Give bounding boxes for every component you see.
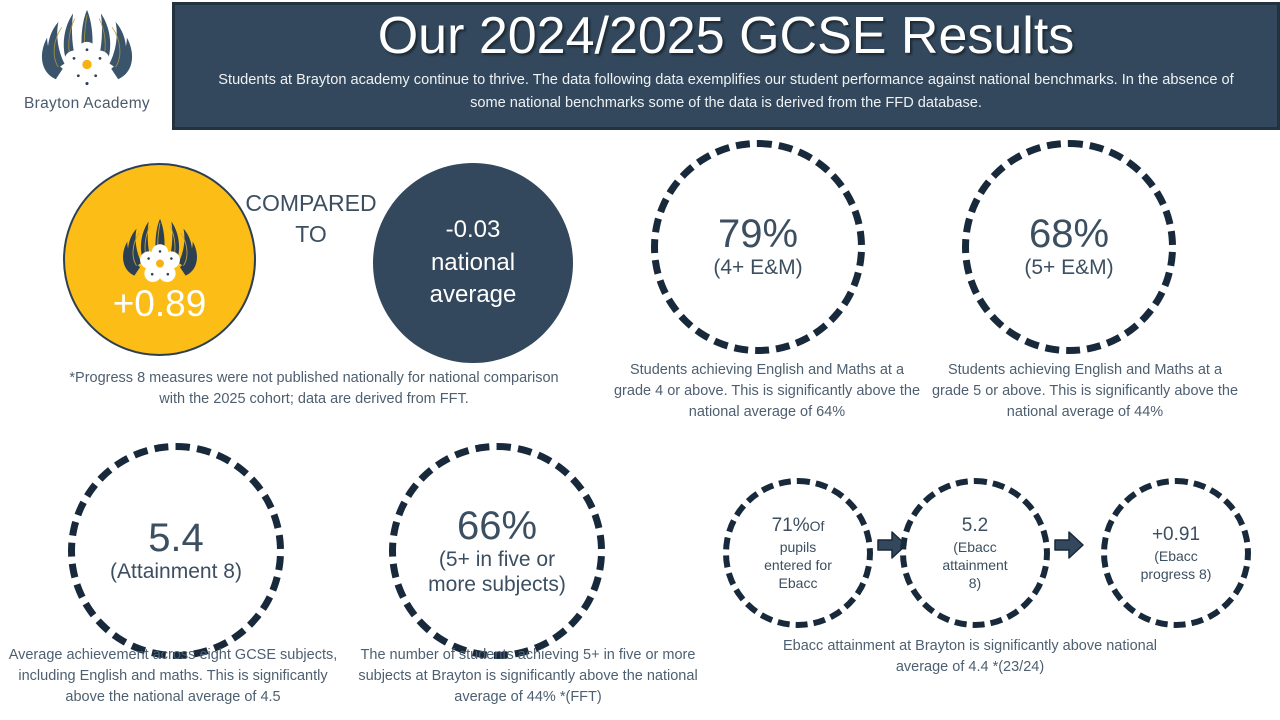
ebacc-attainment-line2: (Ebacc — [953, 538, 997, 555]
ebacc-attainment-value: 5.2 — [961, 514, 989, 536]
metric-caption-5plus-em: Students achieving English and Maths at … — [931, 362, 1239, 421]
metric-value: 5.4 — [148, 516, 204, 561]
metric-caption-five-or-more: The number of students achieving 5+ in f… — [358, 647, 698, 706]
ebacc-circle-attainment: 5.2 (Ebacc attainment 8) — [900, 478, 1050, 628]
metric-sublabel: (Attainment 8) — [110, 560, 242, 584]
progress8-national-circle: -0.03 national average — [373, 163, 573, 363]
ebacc-entry-value-suffix: Of — [809, 517, 825, 534]
metric-caption-4plus-em: Students achieving English and Maths at … — [613, 362, 921, 421]
metric-circle-five-or-more: 66% (5+ in five or more subjects) — [389, 443, 605, 659]
metric-value: 66% — [456, 503, 538, 548]
brayton-academy-logo: Brayton Academy — [4, 2, 170, 130]
academy-crest-icon-small — [122, 218, 197, 283]
ebacc-progress-line3: progress 8) — [1140, 565, 1212, 582]
metric-sublabel: (4+ E&M) — [713, 256, 803, 280]
progress8-school-circle: +0.89 — [63, 163, 256, 356]
ebacc-attainment-line3: attainment — [942, 556, 1008, 573]
metric-sublabel: (5+ E&M) — [1024, 256, 1114, 280]
ebacc-circle-progress: +0.91 (Ebacc progress 8) — [1101, 478, 1251, 628]
ebacc-caption: Ebacc attainment at Brayton is significa… — [783, 638, 1157, 676]
metric-circle-attainment8: 5.4 (Attainment 8) — [68, 443, 284, 659]
ebacc-entry-value-row: 71%Of — [772, 514, 825, 538]
ebacc-circle-entry: 71%Of pupils entered for Ebacc — [723, 478, 873, 628]
metric-sublabel-line1: (5+ in five or — [438, 547, 556, 571]
metric-circle-5plus-em: 68% (5+ E&M) — [962, 140, 1176, 354]
metric-circle-4plus-em: 79% (4+ E&M) — [651, 140, 865, 354]
national-label-line2: average — [429, 281, 517, 309]
header-banner: Our 2024/2025 GCSE Results Students at B… — [172, 2, 1280, 130]
ebacc-entry-value: 71% — [771, 514, 810, 536]
ebacc-progress-value: +0.91 — [1151, 523, 1201, 545]
progress8-school-value: +0.89 — [112, 283, 207, 324]
metric-value: 68% — [1028, 212, 1110, 257]
compared-to-label: COMPARED TO — [245, 190, 377, 248]
logo-wordmark: Brayton Academy — [24, 95, 150, 112]
page-title: Our 2024/2025 GCSE Results — [377, 7, 1075, 65]
metric-value: 79% — [717, 212, 799, 257]
ebacc-entry-line3: entered for — [764, 556, 832, 573]
metric-sublabel-line2: more subjects) — [428, 573, 566, 596]
progress8-footnote: *Progress 8 measures were not published … — [69, 370, 559, 408]
national-label-line1: national — [430, 248, 516, 276]
national-value: -0.03 — [445, 216, 501, 244]
ebacc-progress-line2: (Ebacc — [1154, 547, 1198, 564]
yorkshire-rose-icon-small — [139, 244, 180, 283]
metric-caption-attainment8: Average achievement across eight GCSE su… — [8, 647, 338, 706]
ebacc-attainment-line4: 8) — [968, 574, 982, 591]
academy-crest-icon — [41, 9, 133, 86]
ebacc-entry-line2: pupils — [779, 538, 817, 555]
right-arrow-icon — [1054, 531, 1084, 559]
right-arrow-icon — [877, 531, 907, 559]
ebacc-entry-line4: Ebacc — [778, 574, 818, 591]
yorkshire-rose-icon — [64, 41, 110, 86]
page-subtitle: Students at Brayton academy continue to … — [218, 72, 1234, 111]
